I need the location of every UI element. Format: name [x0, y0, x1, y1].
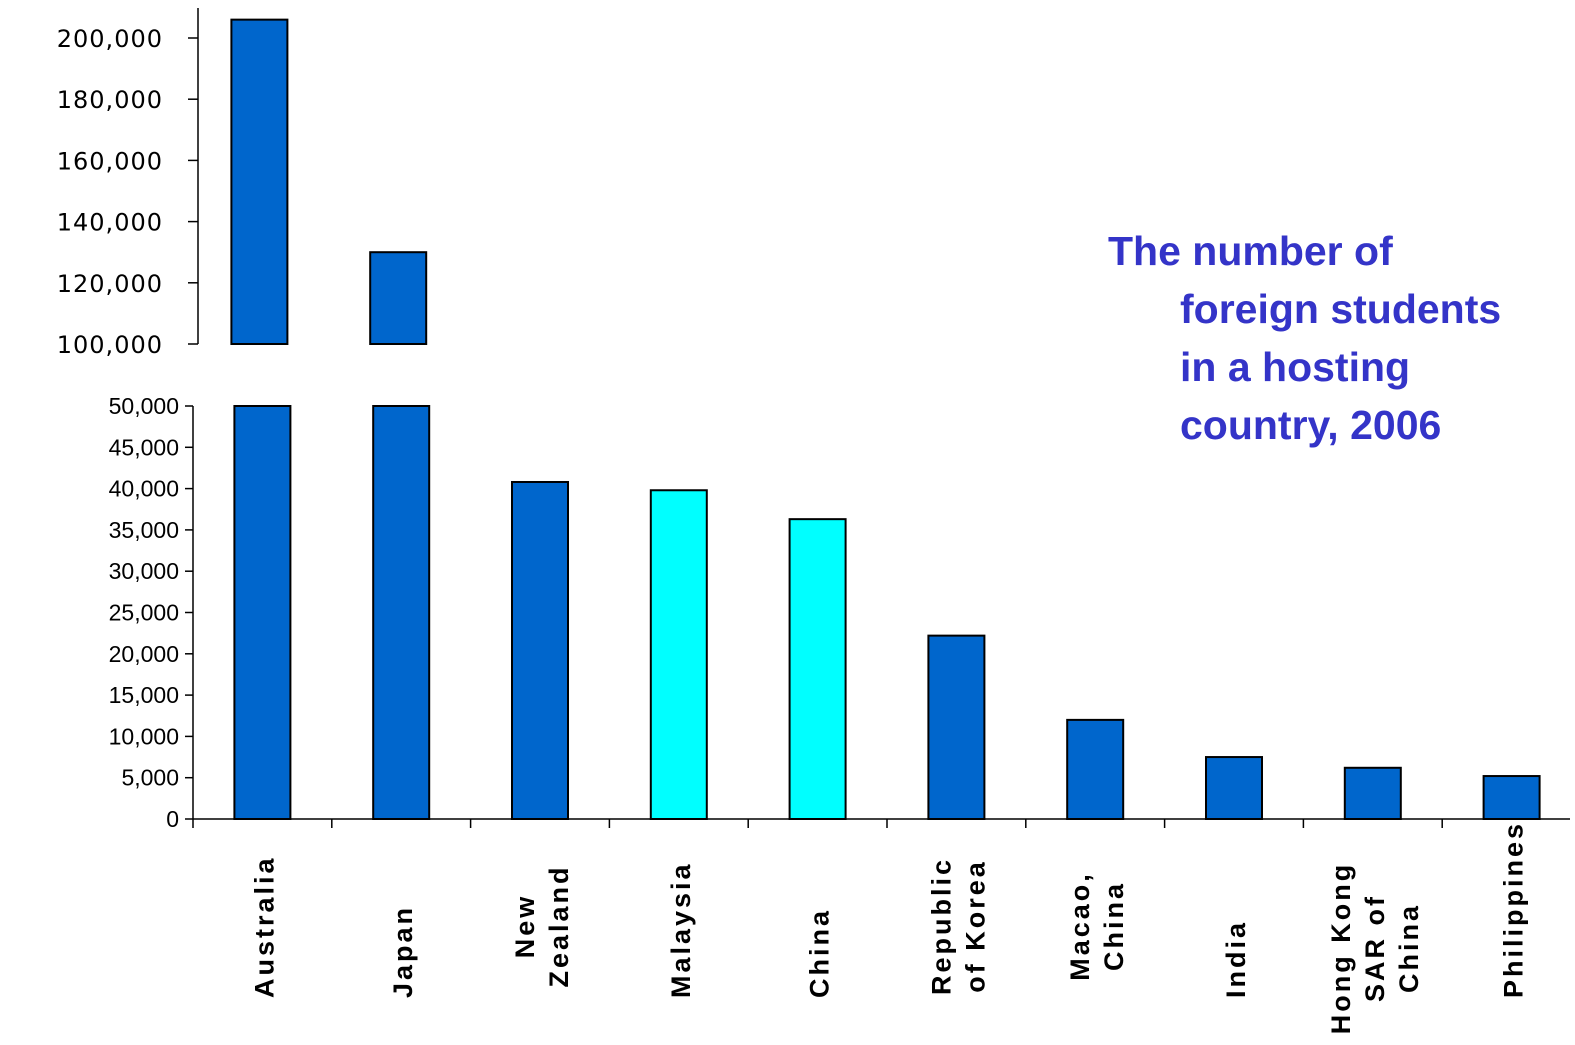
lower-y-tick-label: 50,000 [109, 393, 179, 419]
bar [788, 518, 847, 820]
bar-upper-segment [230, 18, 289, 345]
upper-y-tick-label: 200,000 [57, 25, 163, 53]
x-category-label-line: Republic [926, 857, 956, 995]
x-category-label-line: Zealand [544, 864, 574, 987]
x-category-label-line: Philippines [1499, 821, 1529, 998]
bar [1482, 775, 1541, 820]
lower-y-tick-label: 25,000 [109, 600, 179, 626]
upper-y-tick-label: 120,000 [57, 270, 163, 298]
x-category-label: Philippines [1499, 821, 1529, 998]
x-category-label: Macao, China [1065, 871, 1129, 981]
lower-y-tick-label: 15,000 [109, 682, 179, 708]
x-category-label: New Zealand [510, 864, 574, 987]
x-category-label-line: China [805, 908, 835, 998]
upper-y-tick-label: 160,000 [57, 147, 163, 175]
x-category-label-line: China [1394, 903, 1424, 993]
lower-y-tick-label: 40,000 [109, 476, 179, 502]
upper-y-tick-label: 100,000 [57, 331, 163, 359]
x-category-label: Japan [388, 905, 418, 998]
lower-y-tick-label: 30,000 [109, 558, 179, 584]
lower-y-tick-label: 45,000 [109, 434, 179, 460]
bar [233, 405, 292, 820]
x-category-label: India [1221, 920, 1251, 998]
x-category-label-line: Australia [249, 855, 279, 998]
lower-y-tick-label: 35,000 [109, 517, 179, 543]
x-category-label-line: Japan [388, 905, 418, 998]
bar [1343, 766, 1402, 821]
x-category-label-line: New [510, 894, 540, 959]
chart-title-line-2: foreign students [1180, 286, 1502, 332]
lower-panel: 0 5,000 10,000 15,000 20,000 25,000 30,000 35,0… [109, 393, 1570, 832]
bar [372, 405, 431, 820]
lower-y-tick-label: 20,000 [109, 641, 179, 667]
lower-y-tick-label: 0 [166, 806, 179, 832]
bar [927, 634, 986, 820]
bar-upper-segment [369, 251, 428, 345]
bar [649, 489, 708, 820]
lower-y-tick-label: 10,000 [109, 723, 179, 749]
x-category-label-line: of Korea [960, 859, 990, 993]
chart-title-line-3: in a hosting [1180, 344, 1411, 390]
x-category-label: China [805, 908, 835, 998]
chart-title-line-4: country, 2006 [1180, 402, 1442, 448]
x-category-label-line: SAR of [1360, 894, 1390, 1002]
bar [511, 480, 569, 820]
x-category-label-line: India [1221, 920, 1251, 998]
x-category-label: Republic of Korea [926, 857, 990, 995]
upper-panel: 100,000 120,000 140,000 160,000 180,000 200,0… [57, 8, 428, 359]
x-category-label: Hong Kong SAR of China [1326, 862, 1424, 1034]
upper-y-tick-label: 180,000 [57, 86, 163, 114]
x-category-label-line: China [1099, 881, 1129, 971]
chart-title-line-1: The number of [1108, 228, 1393, 274]
x-category-label-line: Hong Kong [1326, 862, 1356, 1034]
x-category-label-line: Malaysia [666, 861, 696, 998]
x-category-label: Australia [249, 855, 279, 998]
bar [1205, 756, 1263, 820]
bar [1066, 718, 1125, 821]
x-category-label: Malaysia [666, 861, 696, 998]
x-axis-labels: Australia Japan New Zealand Malaysia China Rep… [249, 821, 1528, 1034]
chart-title: The number of foreign students in a host… [1108, 222, 1568, 454]
upper-y-tick-label: 140,000 [57, 209, 163, 237]
x-category-label-line: Macao, [1065, 871, 1095, 981]
lower-y-tick-label: 5,000 [121, 765, 179, 791]
